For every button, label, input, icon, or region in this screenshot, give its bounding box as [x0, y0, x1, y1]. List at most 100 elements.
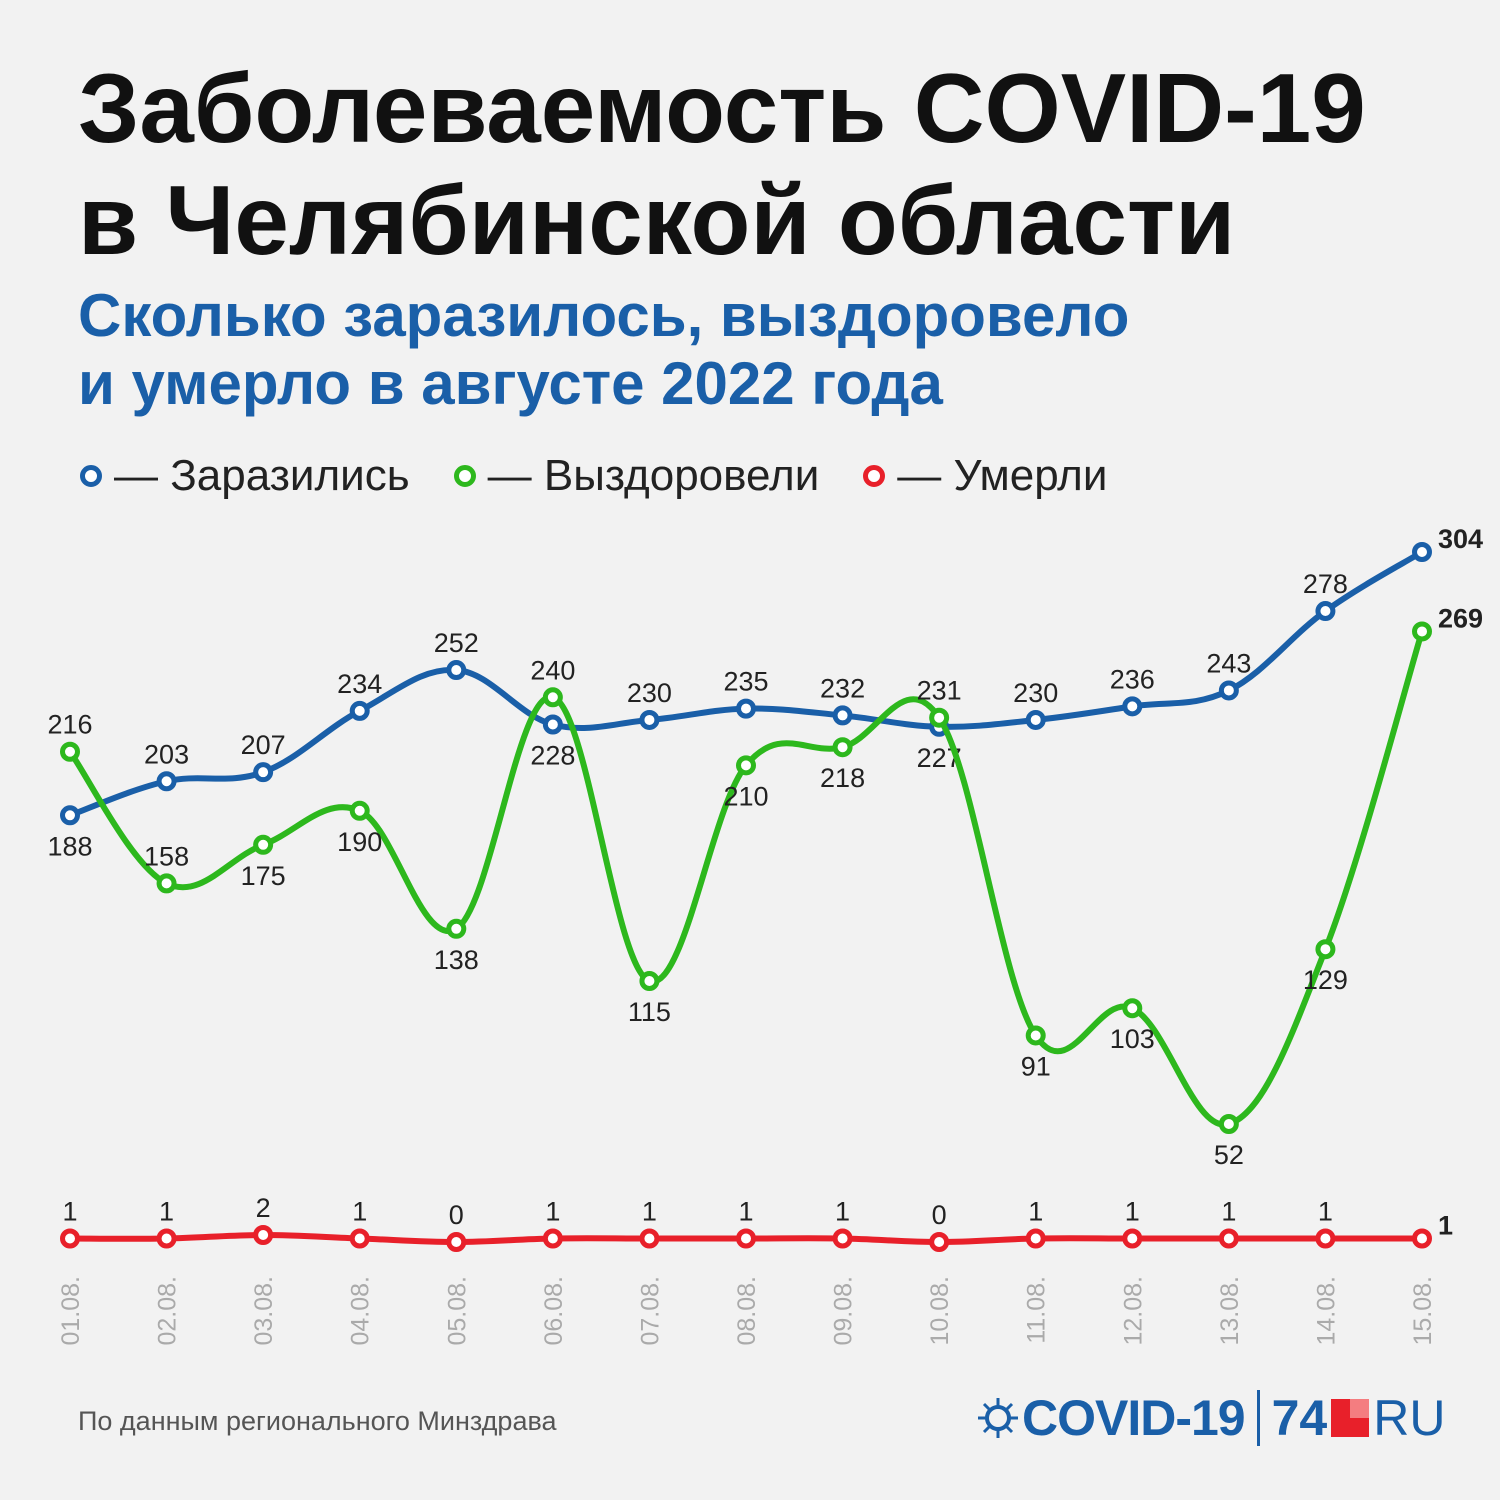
- data-label-infected: 234: [337, 669, 382, 699]
- data-label-infected: 252: [434, 628, 479, 658]
- x-tick-label: 06.08.: [540, 1276, 568, 1346]
- data-label-died: 1: [835, 1197, 850, 1227]
- data-label-recovered: 218: [820, 763, 865, 793]
- data-label-infected: 188: [47, 831, 92, 861]
- data-label-recovered: 216: [47, 710, 92, 740]
- data-label-recovered: 240: [530, 655, 575, 685]
- data-point-died: [832, 1228, 853, 1249]
- source-note: По данным регионального Минздрава: [78, 1406, 557, 1436]
- data-label-recovered: 231: [917, 676, 962, 706]
- data-point-infected: [1218, 680, 1239, 701]
- data-point-died: [736, 1228, 756, 1249]
- data-label-recovered: 129: [1303, 965, 1348, 995]
- legend-label-infected: — Заразились: [114, 451, 410, 500]
- data-point-died: [60, 1228, 80, 1249]
- data-label-infected: 235: [723, 667, 768, 697]
- data-label-died: 1: [1125, 1197, 1140, 1227]
- data-label-recovered: 158: [144, 841, 189, 871]
- legend-item-died: — Умерли: [863, 451, 1107, 501]
- data-point-infected: [1412, 542, 1432, 562]
- logo-ru-text: RU: [1373, 1390, 1446, 1446]
- x-tick-label: 14.08.: [1312, 1276, 1340, 1346]
- data-point-died: [253, 1225, 274, 1245]
- data-point-infected: [542, 714, 563, 735]
- data-point-infected: [60, 805, 80, 826]
- data-point-infected: [253, 762, 274, 783]
- data-point-died: [156, 1228, 177, 1249]
- legend-label-died: — Умерли: [897, 451, 1108, 500]
- data-label-died: 0: [449, 1200, 464, 1230]
- title-line-2: в Челябинской области: [78, 165, 1236, 275]
- data-label-infected: 278: [1303, 569, 1348, 599]
- x-tick-label: 05.08.: [443, 1276, 471, 1346]
- logo-square-icon: [1331, 1399, 1370, 1437]
- data-label-infected: 228: [530, 741, 575, 771]
- data-label-died: 1: [159, 1197, 174, 1227]
- data-point-recovered: [1122, 998, 1143, 1019]
- x-tick-label: 03.08.: [250, 1276, 278, 1346]
- data-point-infected: [349, 700, 370, 721]
- data-point-recovered: [1315, 939, 1336, 960]
- data-point-recovered: [832, 737, 853, 758]
- brand-logo: COVID-19 74 RU: [976, 1388, 1445, 1448]
- data-point-recovered: [542, 687, 563, 708]
- x-tick-label: 10.08.: [926, 1276, 954, 1346]
- data-label-died: 1: [62, 1197, 77, 1227]
- data-label-infected: 230: [627, 678, 672, 708]
- data-point-infected: [1025, 709, 1046, 730]
- data-label-recovered: 269: [1438, 603, 1483, 633]
- data-label-recovered: 175: [241, 861, 286, 891]
- data-label-infected: 207: [241, 730, 286, 760]
- data-label-recovered: 138: [434, 945, 479, 975]
- data-label-infected: 203: [144, 739, 189, 769]
- data-point-recovered: [156, 873, 177, 894]
- data-label-recovered: 103: [1110, 1024, 1155, 1054]
- data-point-infected: [639, 709, 660, 730]
- data-label-died: 1: [642, 1197, 657, 1227]
- data-point-infected: [156, 771, 177, 792]
- data-label-infected: 243: [1206, 648, 1251, 678]
- data-point-recovered: [253, 834, 274, 855]
- data-point-infected: [1315, 601, 1336, 622]
- data-point-died: [929, 1232, 950, 1252]
- data-point-died: [1218, 1228, 1239, 1249]
- title-line-1: Заболеваемость COVID-19: [78, 53, 1366, 163]
- data-label-recovered: 210: [723, 781, 768, 811]
- logo-74-text: 74: [1271, 1390, 1328, 1446]
- data-label-died: 1: [1318, 1197, 1333, 1227]
- data-point-infected: [1122, 696, 1143, 717]
- x-tick-label: 15.08.: [1409, 1276, 1437, 1346]
- x-tick-label: 08.08.: [733, 1276, 761, 1346]
- legend-marker-recovered: [453, 465, 476, 487]
- data-point-died: [1122, 1228, 1143, 1249]
- data-point-recovered: [1025, 1025, 1046, 1046]
- page-title: Заболеваемость COVID-19 в Челябинской об…: [78, 52, 1478, 276]
- data-point-recovered: [639, 971, 660, 991]
- legend-marker-died: [863, 465, 886, 487]
- data-point-died: [1025, 1228, 1046, 1249]
- x-tick-label: 04.08.: [347, 1276, 375, 1346]
- data-label-died: 1: [1438, 1211, 1453, 1241]
- x-tick-label: 12.08.: [1119, 1276, 1147, 1346]
- data-label-died: 2: [256, 1193, 271, 1223]
- data-point-died: [349, 1228, 370, 1249]
- data-point-recovered: [60, 741, 80, 762]
- data-label-died: 1: [545, 1197, 560, 1227]
- legend-marker-infected: [80, 465, 102, 487]
- data-label-died: 1: [1221, 1197, 1236, 1227]
- data-point-recovered: [929, 707, 950, 728]
- data-point-recovered: [736, 755, 756, 776]
- data-point-died: [1315, 1228, 1336, 1249]
- x-tick-label: 02.08.: [154, 1276, 182, 1346]
- virus-icon: [978, 1398, 1018, 1438]
- data-point-died: [1412, 1228, 1432, 1249]
- data-point-died: [639, 1228, 660, 1249]
- data-point-died: [542, 1228, 563, 1249]
- x-tick-label: 13.08.: [1216, 1276, 1244, 1346]
- data-label-recovered: 91: [1021, 1051, 1051, 1081]
- logo-covid-text: COVID-19: [1022, 1390, 1246, 1446]
- data-label-died: 1: [352, 1197, 367, 1227]
- data-point-recovered: [1412, 621, 1432, 642]
- data-point-infected: [832, 705, 853, 726]
